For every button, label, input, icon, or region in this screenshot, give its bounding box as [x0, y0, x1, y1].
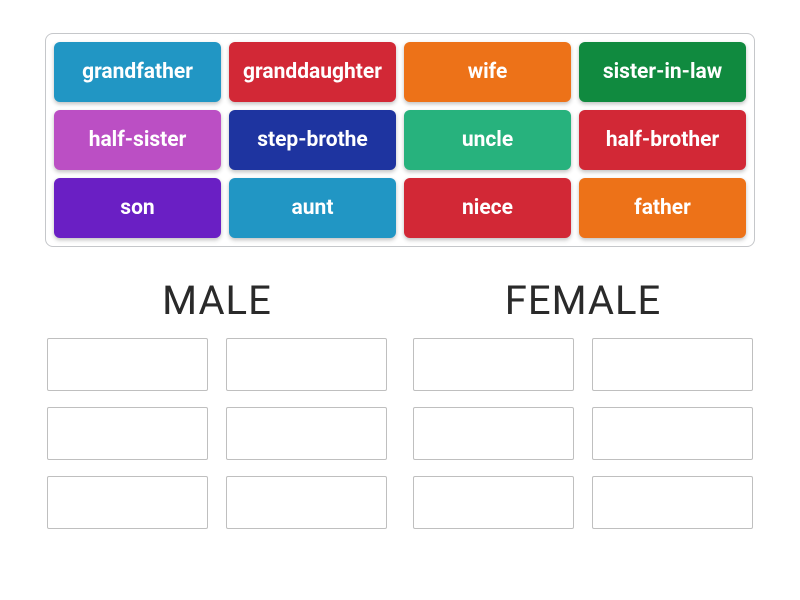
drop-slot[interactable] — [413, 476, 574, 529]
group-title: FEMALE — [505, 277, 662, 324]
card-bank: grandfathergranddaughterwifesister-in-la… — [45, 33, 755, 247]
drop-slot[interactable] — [47, 476, 208, 529]
word-card[interactable]: half-sister — [54, 110, 221, 170]
drop-slot[interactable] — [592, 407, 753, 460]
slot-grid — [411, 338, 755, 529]
drop-slot[interactable] — [226, 407, 387, 460]
drop-slot[interactable] — [413, 338, 574, 391]
drop-slot[interactable] — [592, 338, 753, 391]
drop-slot[interactable] — [47, 338, 208, 391]
word-card[interactable]: uncle — [404, 110, 571, 170]
word-card[interactable]: aunt — [229, 178, 396, 238]
drop-slot[interactable] — [226, 338, 387, 391]
word-card[interactable]: grandfather — [54, 42, 221, 102]
drop-slot[interactable] — [226, 476, 387, 529]
drop-slot[interactable] — [413, 407, 574, 460]
group-title: MALE — [162, 277, 272, 324]
word-card[interactable]: wife — [404, 42, 571, 102]
drop-group: FEMALE — [411, 277, 755, 529]
word-card[interactable]: niece — [404, 178, 571, 238]
word-card[interactable]: sister-in-law — [579, 42, 746, 102]
word-card[interactable]: son — [54, 178, 221, 238]
drop-groups: MALE FEMALE — [45, 277, 755, 529]
drop-slot[interactable] — [47, 407, 208, 460]
word-card[interactable]: father — [579, 178, 746, 238]
word-card[interactable]: half-brother — [579, 110, 746, 170]
slot-grid — [45, 338, 389, 529]
drop-slot[interactable] — [592, 476, 753, 529]
drop-group: MALE — [45, 277, 389, 529]
word-card[interactable]: step-brothe — [229, 110, 396, 170]
word-card[interactable]: granddaughter — [229, 42, 396, 102]
